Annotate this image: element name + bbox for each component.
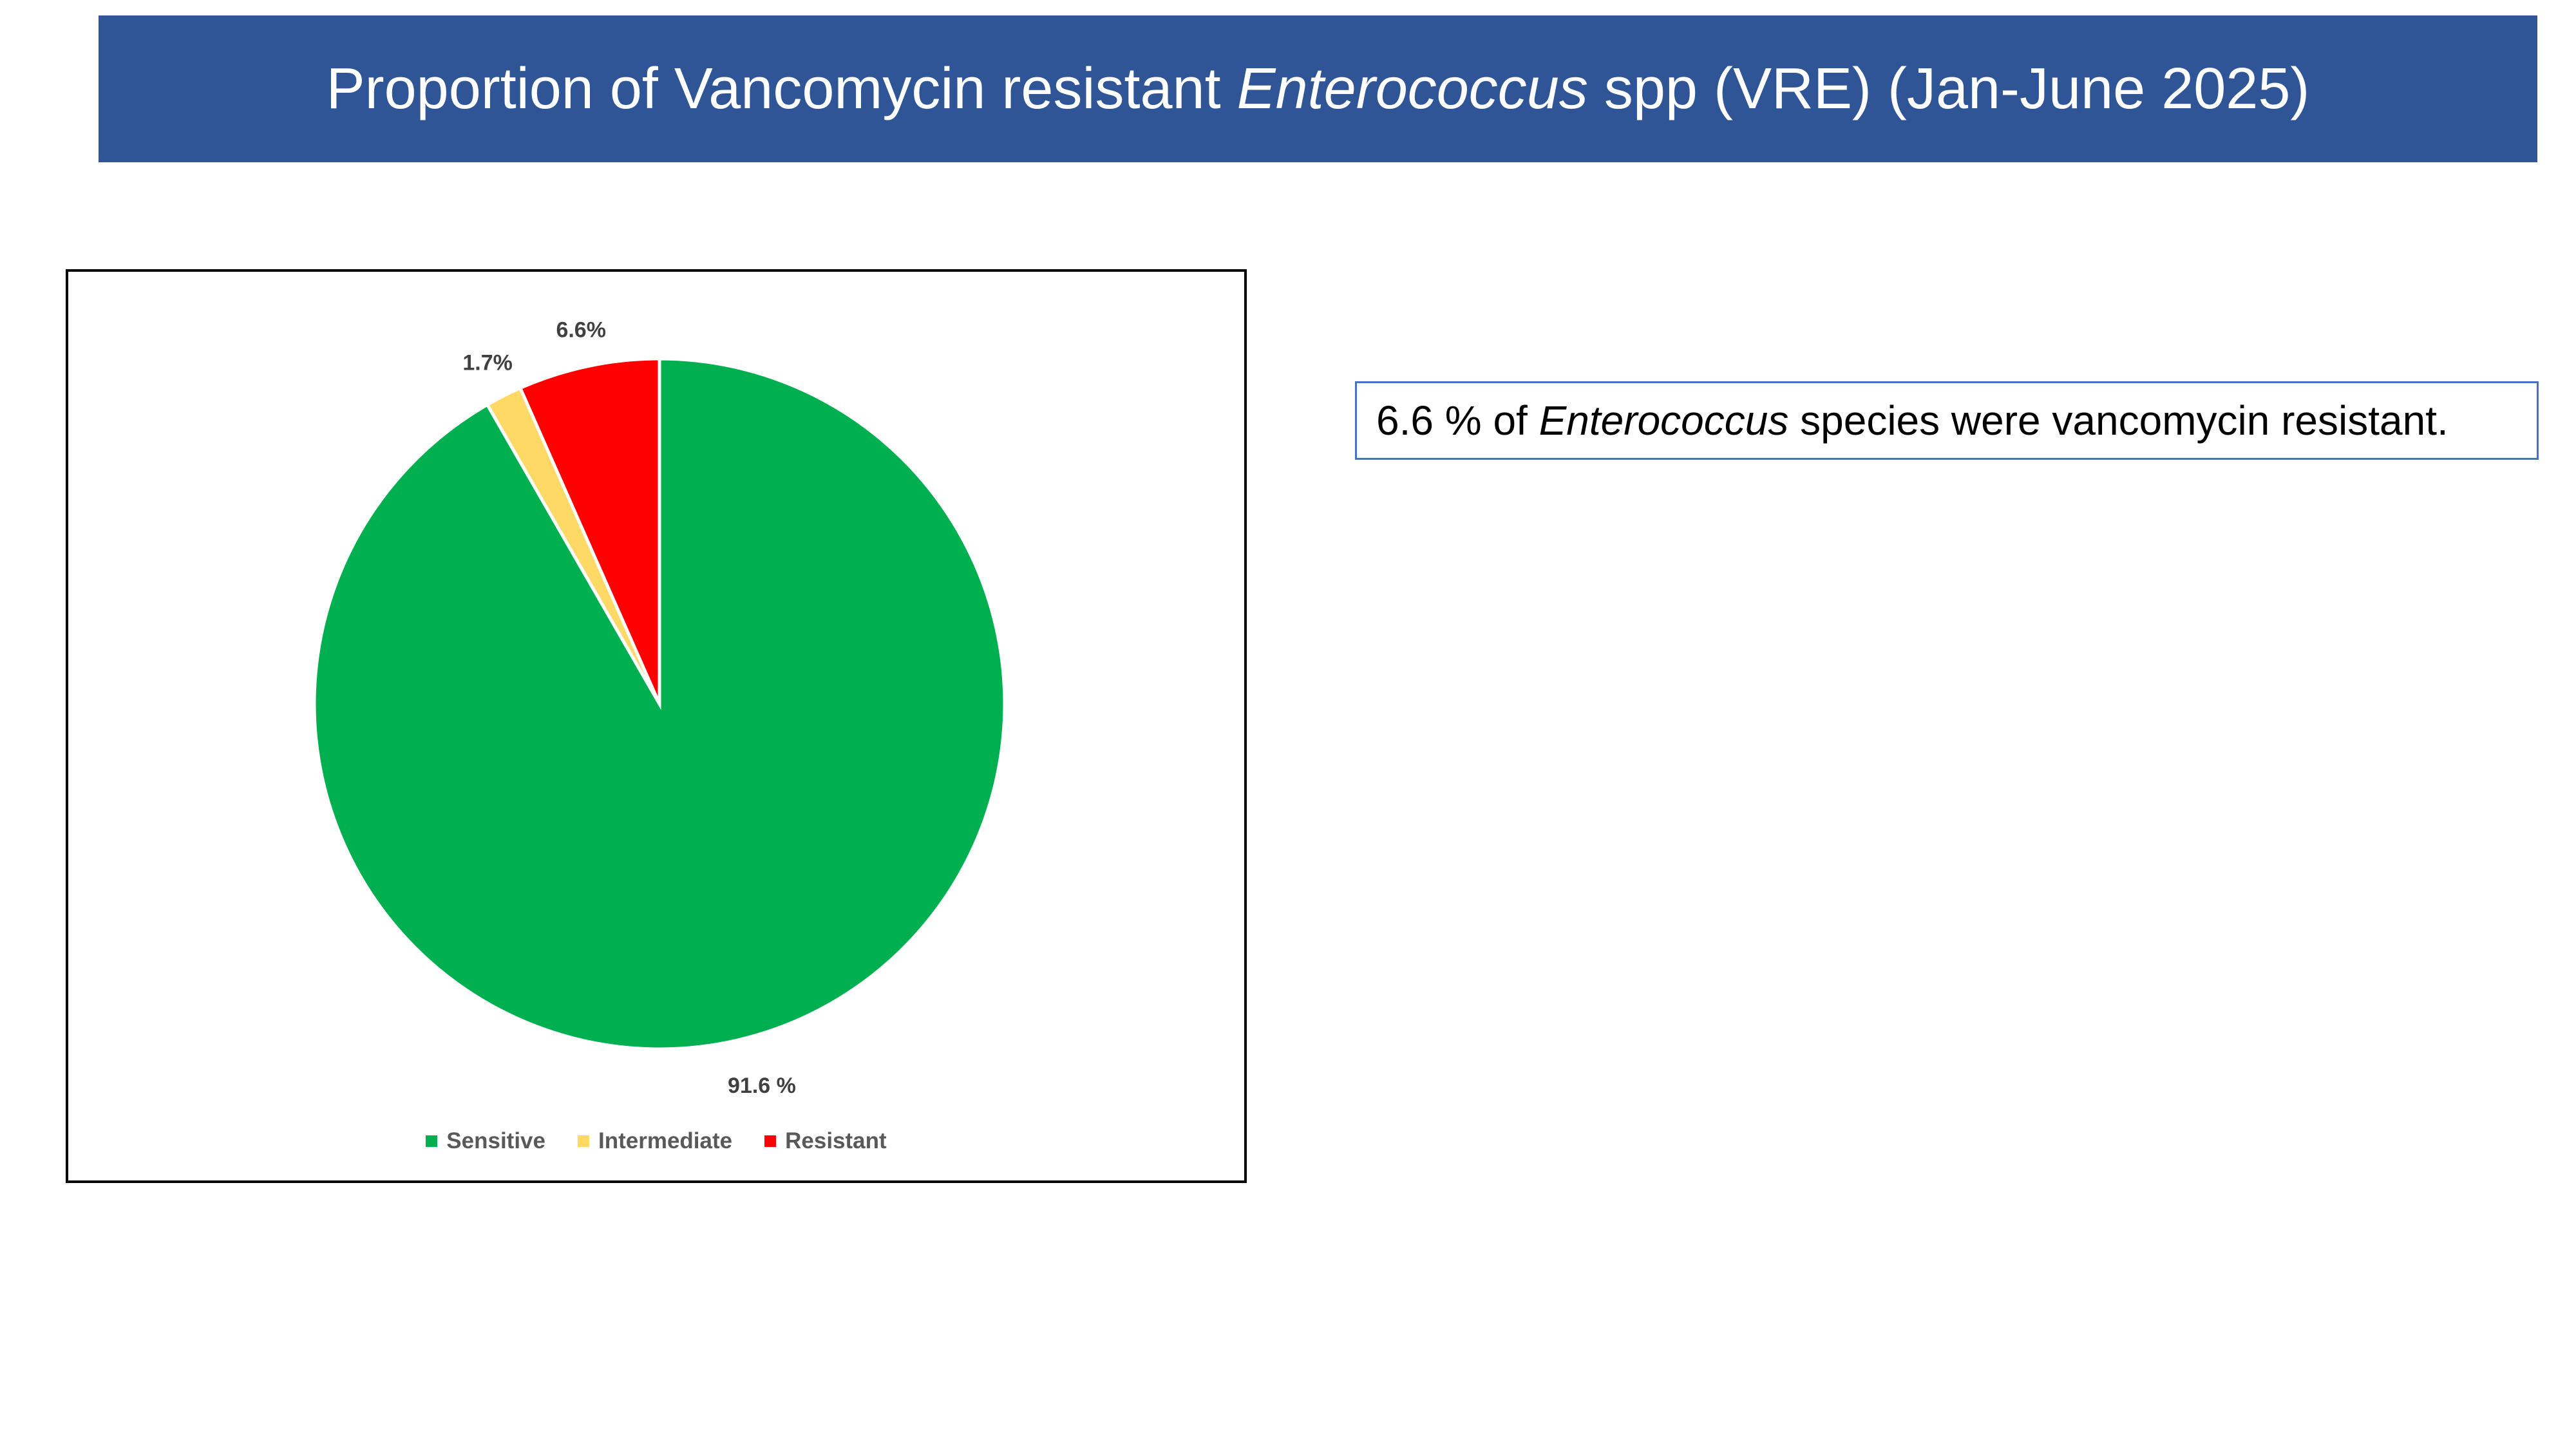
legend-label-sensitive: Sensitive	[446, 1128, 545, 1153]
legend-label-resistant: Resistant	[785, 1128, 887, 1153]
summary-note-suffix: species were vancomycin resistant.	[1788, 397, 2448, 444]
legend-item-sensitive: Sensitive	[426, 1128, 545, 1154]
legend-item-intermediate: Intermediate	[578, 1128, 732, 1154]
page-title: Proportion of Vancomycin resistant Enter…	[327, 56, 2310, 122]
chart-legend: Sensitive Intermediate Resistant	[68, 1128, 1244, 1154]
page-title-italic: Enterococcus	[1236, 56, 1588, 121]
legend-swatch-intermediate	[578, 1135, 589, 1147]
pie-chart-frame: 91.6 % 1.7% 6.6% Sensitive Intermediate Resi…	[66, 269, 1247, 1183]
summary-note-italic: Enterococcus	[1539, 397, 1789, 444]
data-label-resistant: 6.6%	[556, 318, 606, 343]
legend-swatch-resistant	[764, 1135, 777, 1147]
title-banner: Proportion of Vancomycin resistant Enter…	[99, 15, 2537, 162]
summary-note: 6.6 % of Enterococcus species were vanco…	[1376, 397, 2448, 444]
pie-slice-resistant	[518, 357, 661, 705]
page-title-suffix: spp (VRE) (Jan-June 2025)	[1587, 56, 2310, 121]
data-label-intermediate: 1.7%	[462, 351, 513, 375]
legend-swatch-sensitive	[426, 1135, 438, 1147]
pie-chart: 91.6 % 1.7% 6.6%	[312, 318, 1007, 1098]
summary-note-box: 6.6 % of Enterococcus species were vanco…	[1355, 381, 2539, 460]
page-title-prefix: Proportion of Vancomycin resistant	[326, 56, 1237, 121]
legend-item-resistant: Resistant	[764, 1128, 887, 1154]
summary-note-prefix: 6.6 % of	[1376, 397, 1539, 444]
data-label-sensitive: 91.6 %	[728, 1074, 796, 1098]
legend-label-intermediate: Intermediate	[598, 1128, 733, 1153]
